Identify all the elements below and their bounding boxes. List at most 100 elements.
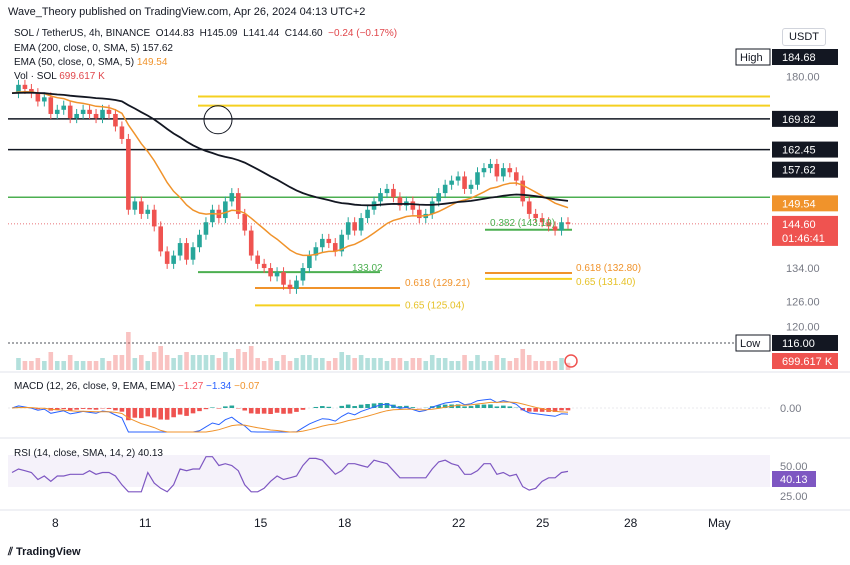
macd-histogram-bar xyxy=(539,408,545,412)
volume-bar xyxy=(501,358,506,370)
fib-label: 0.618 (132.80) xyxy=(576,263,641,274)
candle xyxy=(35,93,41,102)
macd-axis-tick: 0.00 xyxy=(780,403,801,415)
price-tag-label-box xyxy=(735,48,771,66)
candle xyxy=(352,222,357,231)
macd-line xyxy=(11,398,569,433)
macd-histogram-bar xyxy=(358,404,364,408)
macd-histogram-bar xyxy=(520,408,526,411)
candle xyxy=(203,222,209,235)
candle xyxy=(365,209,370,219)
candle xyxy=(177,243,183,256)
candle xyxy=(106,109,112,114)
macd-histogram-bar xyxy=(378,402,383,408)
ema200-value: 157.62 xyxy=(142,43,173,54)
macd-histogram-bar xyxy=(190,408,196,414)
ema200-line xyxy=(11,91,569,207)
candle xyxy=(294,280,299,289)
price-tag-value: 169.82 xyxy=(782,114,816,126)
price-tick: 180.00 xyxy=(786,71,820,83)
volume-bar xyxy=(320,358,325,370)
ema50-value: 149.54 xyxy=(136,57,168,68)
volume-bar xyxy=(520,349,526,370)
candle xyxy=(287,284,293,289)
volume-bar xyxy=(475,355,480,370)
volume-bar xyxy=(67,355,73,370)
tradingview-logo[interactable]: ⫽ TradingView xyxy=(8,546,81,558)
price-tag xyxy=(772,141,838,158)
candle xyxy=(417,209,422,219)
volume-bar xyxy=(326,361,332,370)
time-tick: 18 xyxy=(338,516,352,530)
candle xyxy=(171,255,176,264)
currency-button[interactable]: USDT xyxy=(782,28,826,46)
price-tag-value: 184.68 xyxy=(782,52,816,64)
macd-histogram-bar xyxy=(559,408,564,411)
candle xyxy=(139,201,144,214)
macd-histogram-bar xyxy=(248,408,254,414)
volume-bar xyxy=(526,355,532,370)
price-tick: 120.00 xyxy=(786,321,820,333)
macd-histogram-bar xyxy=(384,403,390,408)
candle xyxy=(87,109,92,114)
time-tick: 28 xyxy=(624,516,638,530)
price-tag-label: Low xyxy=(740,338,760,350)
macd-histogram-bar xyxy=(158,408,163,420)
macd-histogram-bar xyxy=(345,404,351,408)
candle xyxy=(119,126,125,139)
macd-histogram-bar xyxy=(151,408,157,418)
macd-histogram-bar xyxy=(371,403,377,408)
fib-label: 0.65 (125.04) xyxy=(405,300,465,311)
candle xyxy=(93,113,99,119)
price-tag-value: 157.62 xyxy=(782,165,816,177)
volume-bar xyxy=(391,358,396,370)
volume-bar xyxy=(132,358,138,370)
ema200-legend: EMA (200, close, 0, SMA, 5) 157.62 xyxy=(14,43,173,54)
rsi-value-tag-text: 40.13 xyxy=(780,474,808,486)
macd-histogram-bar xyxy=(210,407,215,408)
price-tag xyxy=(772,110,838,127)
volume-bar xyxy=(229,358,235,370)
rsi-axis-50: 50.00 xyxy=(780,461,808,473)
symbol-name: SOL / TetherUS, 4h, BINANCE xyxy=(14,28,151,39)
candle xyxy=(80,109,86,114)
rsi-band xyxy=(8,455,770,487)
macd-histogram-bar xyxy=(455,404,461,408)
candle xyxy=(54,109,60,114)
volume-bar xyxy=(16,358,21,370)
time-tick: 22 xyxy=(452,516,466,530)
price-tag-label: High xyxy=(740,52,763,64)
time-tick: May xyxy=(708,516,731,530)
candle xyxy=(488,163,493,169)
volume-bar xyxy=(462,355,467,370)
volume-bar xyxy=(539,361,545,370)
macd-histogram-bar xyxy=(352,406,357,408)
macd-histogram-bar xyxy=(184,408,189,416)
macd-histogram-bar xyxy=(281,408,286,414)
price-tag xyxy=(772,353,838,369)
volume-bar xyxy=(404,361,409,370)
macd-histogram-bar xyxy=(80,408,86,409)
candle xyxy=(210,209,215,223)
candle xyxy=(67,105,73,119)
volume-bar xyxy=(248,346,254,370)
macd-histogram-bar xyxy=(242,408,248,411)
volume-bar xyxy=(313,358,319,370)
candle xyxy=(184,243,189,260)
ema50-line xyxy=(11,91,569,257)
candle xyxy=(151,209,157,227)
macd-histogram-bar xyxy=(268,408,273,415)
candle xyxy=(520,180,526,202)
macd-histogram-bar xyxy=(442,404,448,408)
candle xyxy=(255,255,260,264)
price-tag xyxy=(772,161,838,178)
candle xyxy=(332,243,338,252)
candle xyxy=(339,234,345,252)
volume-bar xyxy=(29,361,34,370)
volume-bar xyxy=(203,355,209,370)
volume-bar xyxy=(332,358,338,370)
volume-bar xyxy=(87,361,92,370)
macd-histogram-bar xyxy=(436,405,441,408)
macd-histogram-bar xyxy=(93,408,99,410)
